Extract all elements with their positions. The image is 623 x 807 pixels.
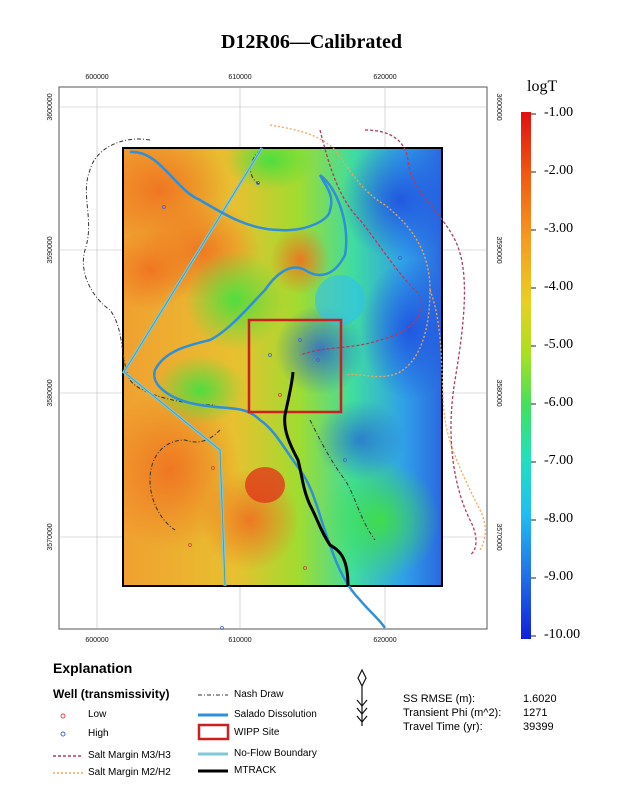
colorbar-label-1: -1.00: [544, 105, 574, 120]
legend-salt-m3: Salt Margin M3/H3: [88, 750, 171, 761]
colorbar-label-8: -8.00: [544, 511, 574, 526]
stat-phi-label: Transient Phi (m^2):: [403, 707, 502, 719]
wells-legend-title: Well (transmissivity): [53, 687, 170, 701]
colorbar-label-9: -9.00: [544, 569, 574, 584]
salt-margin-m2-line: [269, 124, 486, 551]
x-tick-bottom-1: 600000: [85, 637, 108, 644]
model-domain-border: [122, 147, 443, 587]
x-tick-bottom-3: 620000: [373, 637, 396, 644]
y-tick-left-2: 3590000: [47, 236, 54, 263]
y-tick-left-3: 3580000: [47, 379, 54, 406]
colorbar-label-3: -3.00: [544, 221, 574, 236]
stat-rmse-label: SS RMSE (m):: [403, 693, 476, 705]
low-well-icon: [60, 713, 66, 719]
legend-high: High: [88, 728, 109, 739]
colorbar-label-4: -4.00: [544, 279, 574, 294]
stat-phi-value: 1271: [523, 707, 548, 719]
legend-no-flow: No-Flow Boundary: [234, 748, 317, 759]
explanation-title: Explanation: [53, 660, 133, 676]
y-tick-right-1: 3600000: [495, 93, 502, 120]
colorbar-label-5: -5.00: [544, 337, 574, 352]
colorbar-label-6: -6.00: [544, 395, 574, 410]
transmissivity-field: [123, 148, 442, 586]
legend-low: Low: [88, 709, 107, 720]
map-title: D12R06—Calibrated: [220, 31, 403, 53]
colorbar-label-10: -10.00: [544, 627, 581, 642]
legend-wipp: WIPP Site: [234, 727, 280, 738]
legend-symbols: [53, 694, 230, 774]
salt-margin-m3-line: [299, 129, 477, 556]
legend-nash-draw: Nash Draw: [234, 689, 284, 700]
well-markers: [162, 181, 402, 630]
legend-mtrack: MTRACK: [234, 765, 277, 776]
stat-travel-label: Travel Time (yr):: [403, 721, 483, 733]
x-tick-top-3: 620000: [373, 74, 396, 81]
mtrack-path: [283, 371, 350, 587]
y-tick-left-4: 3570000: [47, 523, 54, 550]
colorbar-label-2: -2.00: [544, 163, 574, 178]
high-well-icon: [60, 731, 66, 737]
y-tick-right-2: 3590000: [495, 236, 502, 263]
x-tick-bottom-2: 610000: [228, 637, 251, 644]
y-tick-right-3: 3580000: [495, 379, 502, 406]
north-arrow-icon: [356, 668, 368, 726]
stat-rmse-value: 1.6020: [523, 693, 557, 705]
wipp-site-box: [247, 318, 343, 414]
no-flow-boundary-core: [123, 147, 263, 587]
x-tick-top-1: 600000: [85, 74, 108, 81]
wipp-icon: [197, 723, 230, 741]
stat-travel-value: 39399: [523, 721, 554, 733]
y-tick-left-1: 3600000: [47, 93, 54, 120]
colorbar: [521, 112, 531, 639]
legend-salado: Salado Dissolution: [234, 709, 317, 720]
x-tick-top-2: 610000: [228, 74, 251, 81]
y-tick-right-4: 3570000: [495, 523, 502, 550]
colorbar-label-7: -7.00: [544, 453, 574, 468]
colorbar-ticks: [531, 113, 536, 637]
colorbar-title: logT: [527, 78, 558, 95]
legend-salt-m2: Salt Margin M2/H2: [88, 767, 171, 778]
